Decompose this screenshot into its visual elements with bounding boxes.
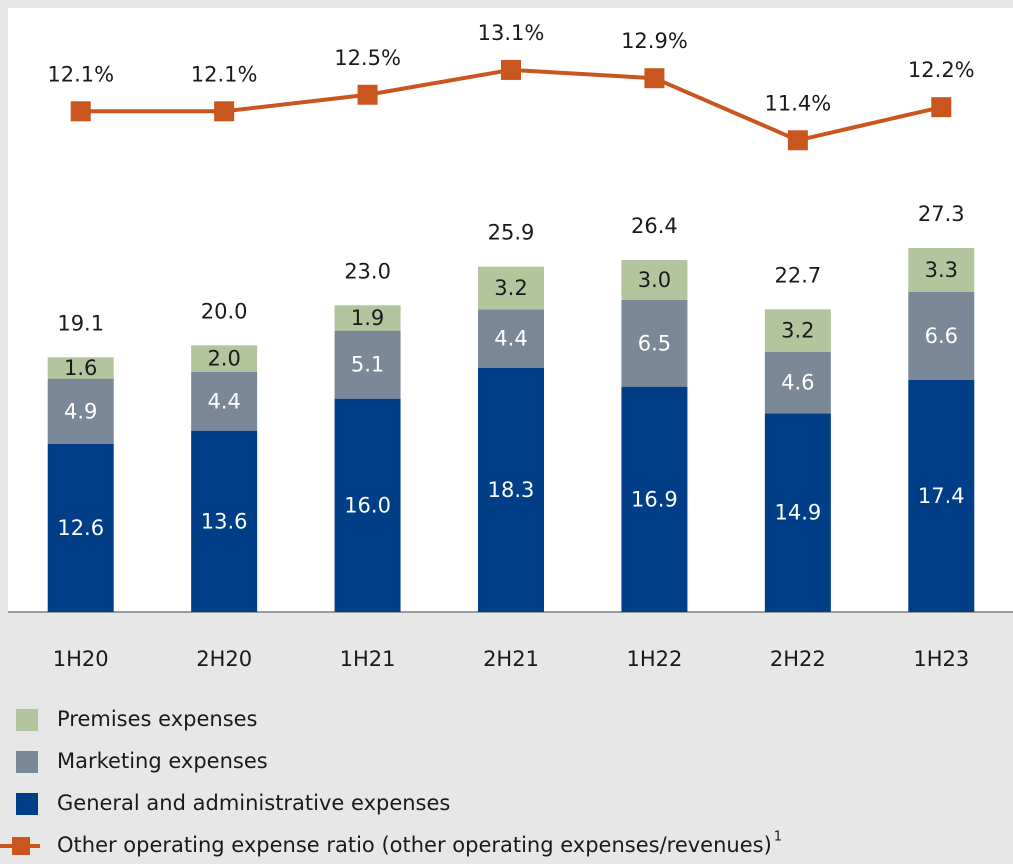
data-label: 12.1% <box>191 62 258 86</box>
legend-label: General and administrative expenses <box>57 791 450 815</box>
data-label: 17.4 <box>918 484 965 508</box>
total-label: 27.3 <box>918 202 965 226</box>
data-label: 12.5% <box>334 46 401 70</box>
data-label: 12.2% <box>908 58 975 82</box>
bar-segment <box>621 260 688 300</box>
data-label: 3.3 <box>925 258 958 282</box>
legend-swatch <box>16 751 38 773</box>
data-label: 4.6 <box>781 371 814 395</box>
total-label: 23.0 <box>344 259 391 283</box>
data-label: 5.1 <box>351 353 384 377</box>
data-label: 16.0 <box>344 493 391 517</box>
data-label: 2.0 <box>207 347 240 371</box>
data-label: 12.9% <box>621 29 688 53</box>
line-marker <box>931 97 952 118</box>
data-label: 16.9 <box>631 487 678 511</box>
bar-segment <box>191 372 258 431</box>
bar-segment <box>764 413 831 612</box>
total-label: 19.1 <box>57 311 104 335</box>
bar-segment <box>47 378 114 444</box>
legend-swatch <box>16 793 38 815</box>
total-label: 25.9 <box>488 221 535 245</box>
line-marker <box>70 101 91 122</box>
data-label: 11.4% <box>764 91 831 115</box>
line-marker <box>644 68 665 89</box>
legend-label: Marketing expenses <box>57 749 268 773</box>
data-label: 6.5 <box>638 331 671 355</box>
bar-segment <box>191 430 258 612</box>
x-tick-label: 2H20 <box>196 647 252 671</box>
x-tick-label: 2H22 <box>770 647 826 671</box>
bar-segment <box>478 368 544 612</box>
data-label: 13.6 <box>201 509 248 533</box>
data-label: 12.1% <box>47 62 114 86</box>
legend-label: Other operating expense ratio (other ope… <box>57 833 772 857</box>
bar-segment <box>334 330 401 399</box>
legend-marker <box>12 837 30 855</box>
x-tick-label: 1H21 <box>340 647 396 671</box>
bar-segment <box>47 444 114 612</box>
data-label: 3.2 <box>494 276 527 300</box>
footnote-marker: 1 <box>774 830 782 845</box>
data-label: 1.6 <box>64 356 97 380</box>
x-tick-label: 1H23 <box>913 647 969 671</box>
bar-segment <box>478 266 544 310</box>
bar-segment <box>764 352 831 414</box>
bar-segment <box>478 309 544 368</box>
bar-segment <box>764 309 831 352</box>
line-marker <box>501 59 521 80</box>
data-label: 14.9 <box>774 501 821 525</box>
total-label: 22.7 <box>774 263 821 287</box>
data-label: 3.2 <box>781 319 814 343</box>
legend-swatch <box>16 709 38 731</box>
data-label: 1.9 <box>351 306 384 330</box>
bar-segment <box>191 345 258 372</box>
bar-segment <box>47 357 114 379</box>
bar-segment <box>334 305 401 331</box>
line-marker <box>787 130 808 151</box>
data-label: 18.3 <box>488 478 535 502</box>
bar-segment <box>908 248 975 292</box>
data-label: 4.4 <box>494 327 527 351</box>
bar-segment <box>908 292 975 380</box>
legend-label: Premises expenses <box>57 707 258 731</box>
data-label: 3.0 <box>638 268 671 292</box>
data-label: 13.1% <box>478 21 545 45</box>
total-label: 26.4 <box>631 214 678 238</box>
data-label: 4.9 <box>64 399 97 423</box>
bar-segment <box>334 398 401 612</box>
bar-segment <box>621 386 688 612</box>
line-marker <box>214 101 235 122</box>
data-label: 12.6 <box>57 516 104 540</box>
data-label: 6.6 <box>925 324 958 348</box>
total-label: 20.0 <box>201 299 248 323</box>
line-marker <box>357 84 378 105</box>
bar-segment <box>621 300 688 387</box>
data-label: 4.4 <box>207 389 240 413</box>
x-tick-label: 2H21 <box>483 647 539 671</box>
bar-segment <box>908 380 975 612</box>
x-tick-label: 1H20 <box>53 647 109 671</box>
x-tick-label: 1H22 <box>626 647 682 671</box>
